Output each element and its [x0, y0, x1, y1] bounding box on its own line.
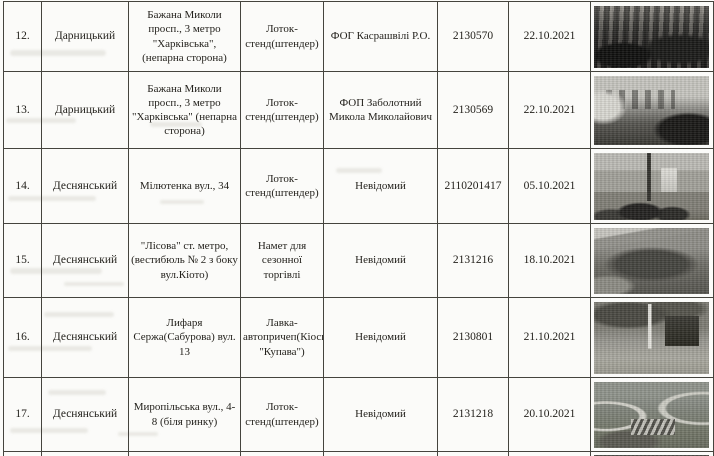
photo-cell [590, 148, 714, 224]
district-cell [41, 451, 129, 456]
photo-cell [590, 377, 714, 452]
date-cell: 20.10.2021 [508, 377, 591, 452]
photo-cell [590, 223, 714, 298]
structure-type-cell: Лоток-стенд(штендер) [240, 377, 324, 452]
photo-cell [590, 1, 714, 72]
address-cell [128, 451, 241, 456]
id-number-cell: 2130569 [437, 71, 509, 149]
owner-cell: Невідомий [323, 148, 438, 224]
object-photo-partial [594, 454, 709, 456]
street-pole-bags-photo [594, 152, 709, 220]
id-number-cell: 2130801 [437, 297, 509, 378]
id-number-cell: 2131218 [437, 377, 509, 452]
id-number-cell: 2131216 [437, 223, 509, 298]
date-cell [508, 451, 591, 456]
table-body: 12. Дарницький Бажана Миколи просп., 3 м… [3, 1, 714, 456]
table-row: 12. Дарницький Бажана Миколи просп., 3 м… [3, 1, 714, 72]
park-paths-aerial-photo [594, 381, 709, 448]
structure-type-cell: Намет для сезонної торгівлі [240, 223, 324, 298]
owner-cell: Невідомий [323, 377, 438, 452]
table-row: 14. Деснянський Мілютенка вул., 34 Лоток… [3, 148, 714, 224]
id-number-cell [437, 451, 509, 456]
street-trade-objects-table: 12. Дарницький Бажана Миколи просп., 3 м… [3, 1, 714, 456]
date-cell: 05.10.2021 [508, 148, 591, 224]
owner-cell: ФОП Заболотний Микола Миколайович [323, 71, 438, 149]
owner-cell: Невідомий [323, 297, 438, 378]
address-cell: Лифаря Сержа(Сабурова) вул. 13 [128, 297, 241, 378]
district-cell: Деснянський [41, 297, 129, 378]
address-cell: Бажана Миколи просп., 3 метро "Харківськ… [128, 71, 241, 149]
date-cell: 21.10.2021 [508, 297, 591, 378]
address-cell: Миропільська вул., 4-8 (біля ринку) [128, 377, 241, 452]
table-row: 16. Деснянський Лифаря Сержа(Сабурова) в… [3, 297, 714, 378]
row-number-cell [3, 451, 42, 456]
district-cell: Дарницький [41, 71, 129, 149]
owner-cell: ФОГ Касрашвілі Р.О. [323, 1, 438, 72]
photo-cell [590, 297, 714, 378]
id-number-cell: 2130570 [437, 1, 509, 72]
table-row: 13. Дарницький Бажана Миколи просп., 3 м… [3, 71, 714, 149]
district-cell: Дарницький [41, 1, 129, 72]
row-number-cell: 15. [3, 223, 42, 298]
photo-cell [590, 71, 714, 149]
photo-cell [590, 451, 714, 456]
row-number-cell: 16. [3, 297, 42, 378]
row-number-cell: 12. [3, 1, 42, 72]
row-number-cell: 17. [3, 377, 42, 452]
trees-pole-trailer-photo [594, 301, 709, 374]
dark-kiosk-yard-photo [594, 5, 709, 68]
address-cell: Бажана Миколи просп., 3 метро "Харківськ… [128, 1, 241, 72]
structure-type-cell [240, 451, 324, 456]
date-cell: 22.10.2021 [508, 71, 591, 149]
address-cell: "Лісова" ст. метро, (вестибюль № 2 з бок… [128, 223, 241, 298]
district-cell: Деснянський [41, 223, 129, 298]
row-number-cell: 13. [3, 71, 42, 149]
row-number-cell: 14. [3, 148, 42, 224]
table-row: 17. Деснянський Миропільська вул., 4-8 (… [3, 377, 714, 452]
district-cell: Деснянський [41, 148, 129, 224]
id-number-cell: 2110201417 [437, 148, 509, 224]
table-row: 15. Деснянський "Лісова" ст. метро, (вес… [3, 223, 714, 298]
owner-cell [323, 451, 438, 456]
owner-cell: Невідомий [323, 223, 438, 298]
date-cell: 18.10.2021 [508, 223, 591, 298]
date-cell: 22.10.2021 [508, 1, 591, 72]
structure-type-cell: Лоток-стенд(штендер) [240, 148, 324, 224]
table-row-partial [3, 451, 714, 456]
dark-canopy-stall-photo [594, 227, 709, 294]
district-cell: Деснянський [41, 377, 129, 452]
structure-type-cell: Лоток-стенд(штендер) [240, 1, 324, 72]
address-cell: Мілютенка вул., 34 [128, 148, 241, 224]
structure-type-cell: Лавка-автопричеп(Кіоск "Купава") [240, 297, 324, 378]
structure-type-cell: Лоток-стенд(штендер) [240, 71, 324, 149]
street-building-trailer-photo [594, 75, 709, 145]
